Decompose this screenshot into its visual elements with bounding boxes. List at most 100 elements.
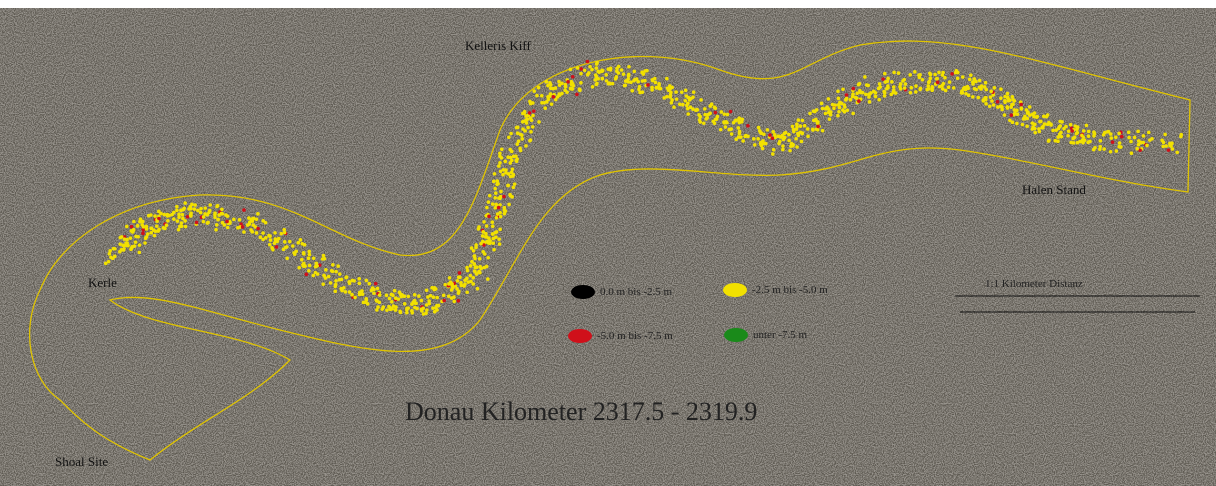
sounding-point (524, 117, 529, 122)
sounding-point (129, 224, 134, 229)
sounding-point (713, 110, 718, 115)
sounding-point (213, 211, 217, 216)
sounding-point (820, 106, 825, 111)
sounding-point (653, 80, 658, 85)
sounding-point (465, 290, 469, 295)
sounding-point (499, 189, 503, 194)
sounding-point (431, 306, 435, 310)
legend-swatch (568, 329, 592, 343)
sounding-point (940, 83, 944, 88)
sounding-point (1030, 121, 1035, 125)
sounding-point (450, 283, 455, 288)
sounding-point (1081, 129, 1086, 133)
sounding-point (360, 289, 364, 293)
sounding-point (1150, 137, 1154, 141)
sounding-point (279, 231, 284, 236)
sounding-point (699, 98, 703, 102)
sounding-point (298, 238, 303, 242)
sounding-point (207, 210, 211, 215)
sounding-point (1114, 149, 1119, 153)
sounding-point (392, 288, 397, 293)
sounding-point (172, 217, 176, 221)
sounding-point (855, 91, 860, 96)
sounding-point (470, 259, 474, 264)
sounding-point (531, 113, 535, 118)
sounding-point (343, 290, 348, 294)
sounding-point (267, 242, 272, 247)
sounding-point (814, 108, 819, 112)
sounding-point (469, 246, 474, 250)
sounding-point (999, 87, 1003, 91)
sounding-point (1010, 94, 1015, 99)
sounding-point (514, 125, 519, 130)
sounding-point (334, 269, 338, 274)
sounding-point (837, 105, 842, 110)
sounding-point (301, 251, 306, 255)
sounding-point (402, 302, 407, 306)
sounding-point (321, 282, 326, 287)
sounding-point (977, 78, 982, 83)
sounding-point (214, 223, 219, 227)
sounding-point (781, 144, 785, 148)
sounding-point (560, 91, 564, 96)
sounding-point (498, 161, 502, 165)
sounding-point (843, 98, 848, 102)
sounding-point (483, 235, 488, 239)
sounding-point (688, 105, 693, 110)
sounding-point (988, 95, 993, 99)
sounding-point (472, 262, 477, 266)
sounding-point (1086, 129, 1091, 134)
sounding-point (1136, 142, 1141, 147)
sounding-point (436, 303, 441, 308)
sounding-point (990, 99, 994, 103)
sounding-point (864, 92, 868, 97)
sounding-point (149, 230, 154, 235)
sounding-point (324, 268, 328, 272)
sounding-point (892, 70, 896, 75)
sounding-point (484, 264, 489, 269)
sounding-point (976, 95, 981, 100)
sounding-point (179, 208, 183, 213)
sounding-point (877, 97, 881, 102)
sounding-point (898, 82, 903, 86)
sounding-point (471, 248, 476, 253)
sounding-point (307, 249, 312, 254)
sounding-point (175, 208, 179, 213)
sounding-point (486, 200, 491, 204)
sounding-point (731, 120, 736, 125)
sounding-point (493, 186, 497, 191)
sounding-point (162, 212, 166, 217)
sounding-point (869, 91, 873, 95)
sounding-point (149, 213, 153, 217)
sounding-point (836, 96, 841, 101)
sounding-point (220, 207, 224, 212)
legend-label: 0.0 m bis -2.5 m (600, 286, 673, 298)
sounding-point (884, 86, 889, 91)
sounding-point (399, 294, 404, 299)
sounding-point (1025, 124, 1029, 129)
sounding-point (1071, 136, 1075, 141)
sounding-point (357, 276, 362, 281)
sounding-point (1080, 133, 1084, 138)
sounding-point (826, 107, 831, 111)
sounding-point (1041, 114, 1046, 119)
sounding-point (389, 292, 394, 297)
sounding-point (867, 100, 872, 104)
sounding-point (524, 114, 528, 118)
sounding-point (604, 79, 609, 83)
sounding-point (872, 89, 876, 94)
sounding-point (153, 214, 157, 218)
sounding-point (1092, 131, 1097, 136)
sounding-point (480, 234, 485, 238)
sounding-point (823, 106, 828, 111)
sounding-point (989, 89, 993, 94)
sounding-point (873, 94, 878, 99)
sounding-point (433, 287, 438, 291)
sounding-point (703, 107, 707, 111)
sounding-point (478, 264, 482, 269)
sounding-point (851, 111, 855, 116)
sounding-point (960, 89, 964, 93)
sounding-point (891, 88, 896, 93)
sounding-point (1081, 140, 1085, 145)
sounding-point (1027, 105, 1032, 109)
